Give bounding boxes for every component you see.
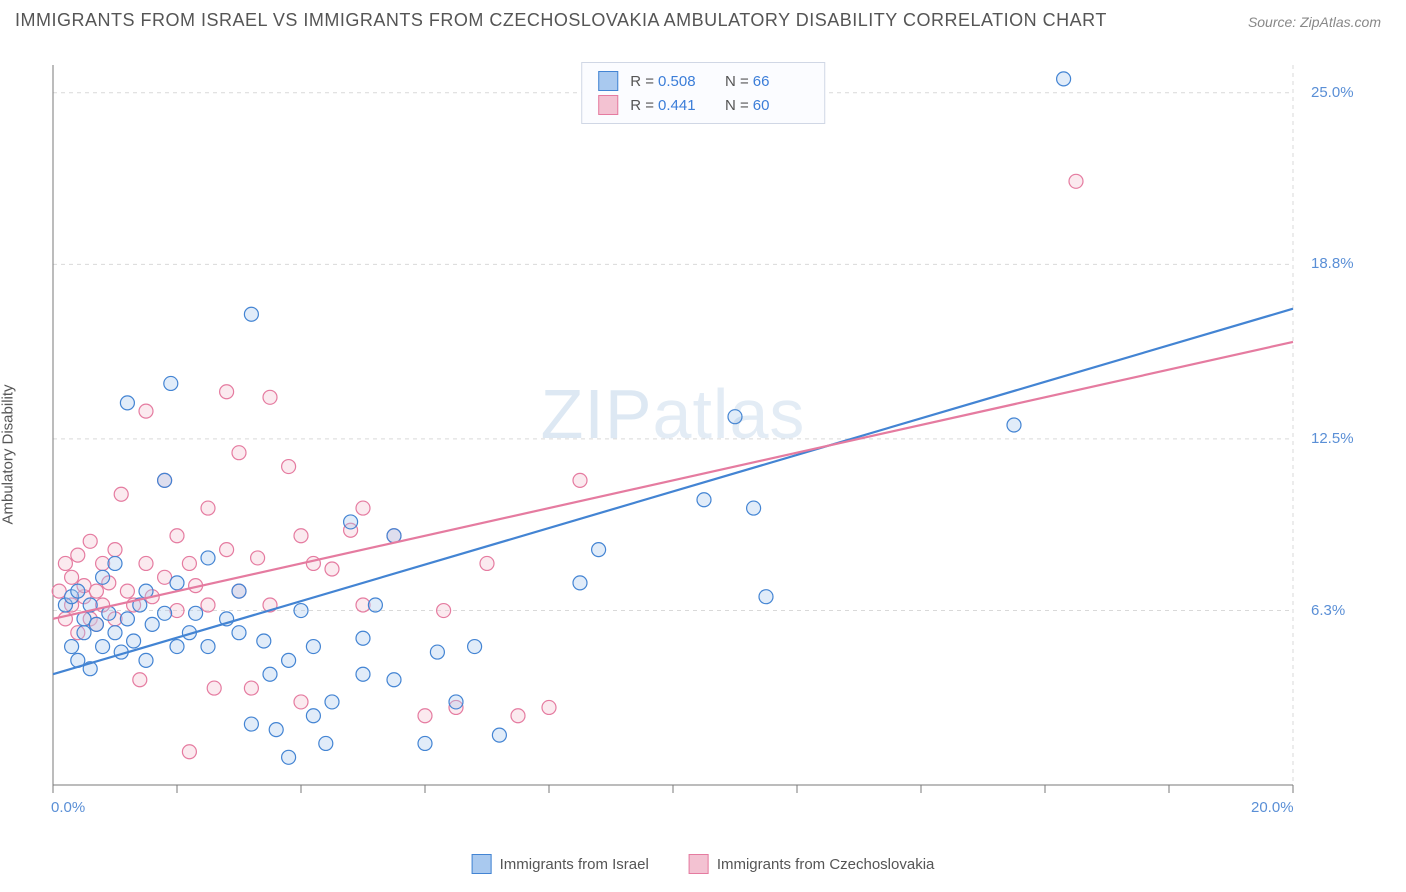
- y-tick-label: 25.0%: [1311, 84, 1354, 101]
- y-tick-label: 12.5%: [1311, 430, 1354, 447]
- legend-n-label: N =: [725, 73, 749, 90]
- legend-top-row-1: R =0.441 N =60: [598, 93, 808, 117]
- legend-bottom-item-1: Immigrants from Czechoslovakia: [689, 854, 935, 874]
- legend-n-label: N =: [725, 97, 749, 114]
- legend-top-box: R =0.508 N =66 R =0.441 N =60: [581, 62, 825, 124]
- legend-r-label: R =: [630, 97, 654, 114]
- legend-bottom-item-0: Immigrants from Israel: [472, 854, 649, 874]
- chart-title: IMMIGRANTS FROM ISRAEL VS IMMIGRANTS FRO…: [15, 10, 1391, 31]
- legend-n-value: 60: [753, 97, 808, 114]
- legend-r-value: 0.441: [658, 97, 713, 114]
- x-tick-label: 0.0%: [51, 799, 85, 816]
- legend-swatch-icon: [598, 95, 618, 115]
- legend-n-value: 66: [753, 73, 808, 90]
- legend-r-label: R =: [630, 73, 654, 90]
- legend-swatch-icon: [689, 854, 709, 874]
- chart-plot-area: ZIPatlas: [48, 60, 1298, 830]
- x-tick-label: 20.0%: [1251, 799, 1294, 816]
- legend-top-row-0: R =0.508 N =66: [598, 69, 808, 93]
- legend-label: Immigrants from Czechoslovakia: [717, 856, 935, 873]
- legend-swatch-icon: [598, 71, 618, 91]
- legend-r-value: 0.508: [658, 73, 713, 90]
- scatter-chart-svg: [48, 60, 1298, 830]
- y-tick-label: 18.8%: [1311, 255, 1354, 272]
- legend-bottom: Immigrants from Israel Immigrants from C…: [472, 854, 935, 874]
- source-credit: Source: ZipAtlas.com: [1248, 14, 1381, 30]
- legend-swatch-icon: [472, 854, 492, 874]
- y-tick-label: 6.3%: [1311, 602, 1345, 619]
- y-axis-title: Ambulatory Disability: [0, 384, 17, 524]
- legend-label: Immigrants from Israel: [500, 856, 649, 873]
